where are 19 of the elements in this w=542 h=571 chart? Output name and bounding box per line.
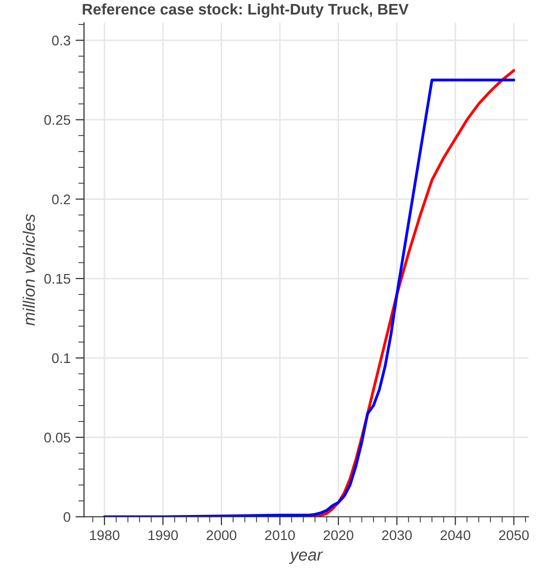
y-tick-label: 0.15 (44, 274, 70, 284)
y-axis-title: million vehicles (22, 214, 35, 326)
y-tick-label: 0.1 (52, 353, 70, 364)
y-tick-label: 0.25 (44, 115, 70, 125)
x-tick-label: 2040 (440, 530, 470, 540)
x-tick-label: 2050 (499, 530, 529, 540)
x-tick-label: 2000 (206, 530, 236, 540)
x-axis-title: year (289, 552, 324, 564)
y-tick-label: 0.05 (44, 432, 70, 443)
y-tick-label: 0.2 (52, 194, 70, 204)
y-tick-label: 0.3 (52, 36, 70, 46)
y-tick-label: 0 (64, 512, 70, 522)
chart-title: Reference case stock: Light-Duty Truck, BEV (82, 3, 409, 18)
x-tick-label: 2030 (382, 530, 412, 540)
x-tick-label: 1980 (90, 530, 120, 540)
x-tick-label: 2020 (324, 530, 354, 540)
x-tick-label: 1990 (148, 530, 178, 540)
line-series (103, 78, 516, 517)
x-tick-label: 2010 (265, 530, 295, 540)
